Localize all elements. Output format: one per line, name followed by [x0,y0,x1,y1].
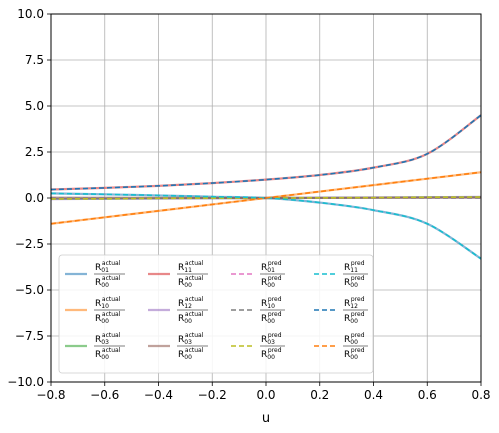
y-tick-label: 0.0 [25,191,44,205]
y-tick-label: −2.5 [15,237,44,251]
series-line-11 [51,171,481,225]
legend-frame [58,254,374,374]
x-tick-label: 0.4 [364,388,383,402]
y-tick-label: −7.5 [15,329,44,343]
x-tick-label: −0.4 [144,388,173,402]
y-tick-label: 2.5 [25,145,44,159]
x-tick-label: 0.8 [471,388,490,402]
x-axis-ticks: −0.8 −0.6 −0.4 −0.2 0.0 0.2 0.4 0.6 0.8 [36,382,491,402]
series-line-9 [51,192,481,260]
y-axis-ticks: 10.0 7.5 5.0 2.5 0.0 −2.5 −5.0 −7.5 −10.0 [7,7,51,389]
series-line-10 [51,114,481,191]
y-tick-label: −10.0 [7,375,44,389]
x-tick-label: 0.2 [310,388,329,402]
y-tick-label: 10.0 [17,7,44,21]
x-axis-label: u [262,411,270,426]
series-layer [51,114,481,260]
legend: R01actualR00actualR10actualR00actualR03a… [58,254,374,374]
y-tick-label: 5.0 [25,99,44,113]
series-line-8 [51,196,481,200]
x-tick-label: −0.2 [198,388,227,402]
y-tick-label: 7.5 [25,53,44,67]
x-tick-label: −0.6 [90,388,119,402]
y-tick-label: −5.0 [15,283,44,297]
x-tick-label: 0.0 [256,388,275,402]
x-tick-label: −0.8 [36,388,65,402]
x-tick-label: 0.6 [418,388,437,402]
